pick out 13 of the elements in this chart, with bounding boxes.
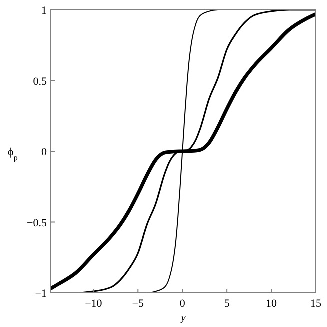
y-tick-label: −0.5: [27, 217, 48, 230]
y-tick-label: 1: [42, 5, 47, 17]
x-tick-label: 0: [180, 298, 186, 310]
x-tick-label: −10: [85, 298, 103, 310]
x-tick-label: 10: [266, 298, 278, 310]
y-tick-label: 0.5: [33, 76, 48, 88]
y-tick-label: 0: [42, 146, 48, 158]
x-axis-title: y: [180, 312, 186, 324]
y-tick-label: −1: [35, 288, 47, 300]
x-tick-label: 15: [310, 298, 322, 310]
x-tick-label: −5: [132, 298, 144, 310]
y-axis-title: ϕ$_{p}$: [8, 146, 18, 162]
x-tick-label: 5: [224, 298, 230, 310]
